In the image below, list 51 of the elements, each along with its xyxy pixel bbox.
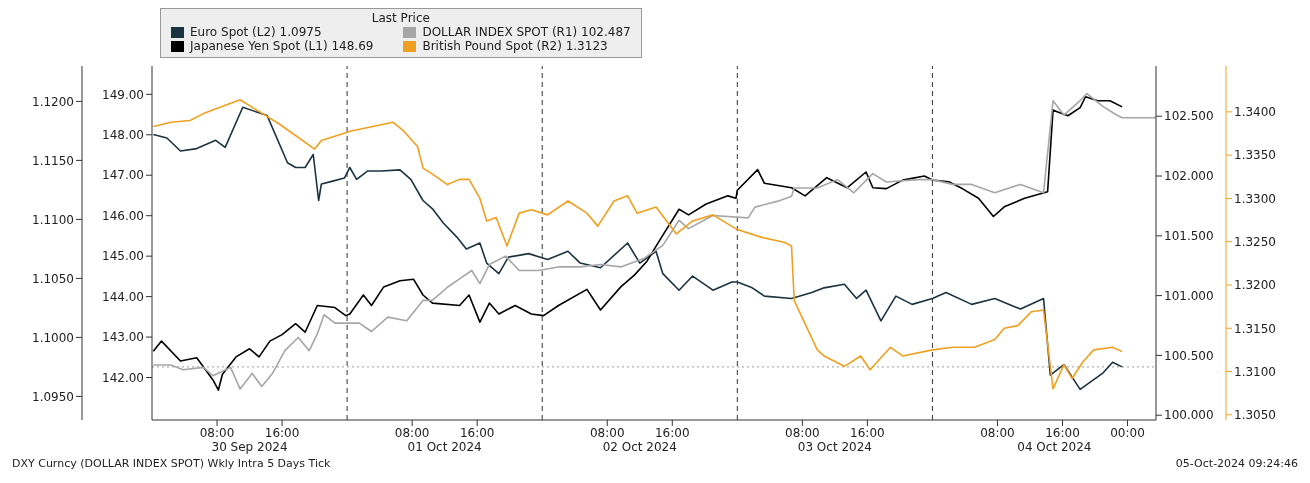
legend-title: Last Price: [370, 11, 431, 25]
text: DXY Curncy (DOLLAR INDEX SPOT) Wkly Intra 5 Days Tick: [12, 457, 331, 470]
text: 05-Oct-2024 09:24:46: [1175, 457, 1298, 470]
y-tick-label: 100.000: [1164, 408, 1214, 423]
y-tick-label: 100.500: [1164, 348, 1214, 363]
y2-tick-label: 1.3250: [1234, 234, 1276, 249]
x-tick-label: 16:00: [264, 425, 300, 440]
x2-tick-label: 30 Sep 2024: [211, 440, 288, 454]
y-tick-label: 101.000: [1164, 288, 1214, 303]
y-tick-label: 147.00: [102, 168, 144, 183]
legend-label: DOLLAR INDEX SPOT (R1) 102.487: [422, 25, 631, 39]
y-tick-label: 143.00: [102, 330, 144, 345]
x2-tick-label: 02 Oct 2024: [602, 440, 677, 454]
x-tick-label: 08:00: [980, 425, 1015, 440]
y-tick-label: 101.500: [1164, 229, 1214, 244]
y2-tick-label: 1.3150: [1234, 321, 1276, 336]
y2-tick-label: 1.3100: [1234, 364, 1276, 379]
x-tick-label: 16:00: [850, 425, 885, 440]
y2-tick-label: 1.3400: [1234, 105, 1276, 120]
x-tick-label: 08:00: [589, 425, 625, 440]
x2-tick-label: 04 Oct 2024: [1017, 440, 1092, 454]
y2-tick-label: 1.3200: [1234, 278, 1276, 293]
y2-tick-label: 1.1050: [32, 271, 74, 286]
x2-tick-label: 01 Oct 2024: [407, 440, 482, 454]
y-tick-label: 148.00: [102, 128, 144, 143]
x-tick-label: 16:00: [1045, 425, 1080, 440]
y2-tick-label: 1.0950: [32, 389, 74, 404]
y-tick-label: 146.00: [102, 208, 144, 223]
y-tick-label: 144.00: [102, 289, 144, 304]
y2-tick-label: 1.1100: [32, 212, 74, 227]
x-tick-label: 16:00: [654, 425, 690, 440]
y-tick-label: 142.00: [102, 370, 144, 385]
legend-label: British Pound Spot (R2) 1.3123: [422, 39, 608, 53]
legend-label: Japanese Yen Spot (L1) 148.69: [190, 39, 374, 53]
y-tick-label: 149.00: [102, 87, 144, 102]
x-tick-label: 16:00: [459, 425, 495, 440]
x-tick-label: 08:00: [394, 425, 430, 440]
legend-label: Euro Spot (L2) 1.0975: [190, 25, 322, 39]
x-tick-label: 00:00: [1110, 425, 1145, 440]
y-tick-label: 145.00: [102, 249, 144, 264]
y2-tick-label: 1.3050: [1234, 408, 1276, 423]
y2-tick-label: 1.1200: [32, 94, 74, 109]
y-tick-label: 102.000: [1164, 169, 1214, 184]
x-tick-label: 08:00: [785, 425, 820, 440]
y2-tick-label: 1.3350: [1234, 148, 1276, 163]
y2-tick-label: 1.1000: [32, 330, 74, 345]
y2-tick-label: 1.1150: [32, 153, 74, 168]
y2-tick-label: 1.3300: [1234, 191, 1276, 206]
y-tick-label: 102.500: [1164, 109, 1214, 124]
x-tick-label: 08:00: [199, 425, 235, 440]
x2-tick-label: 03 Oct 2024: [797, 440, 872, 454]
